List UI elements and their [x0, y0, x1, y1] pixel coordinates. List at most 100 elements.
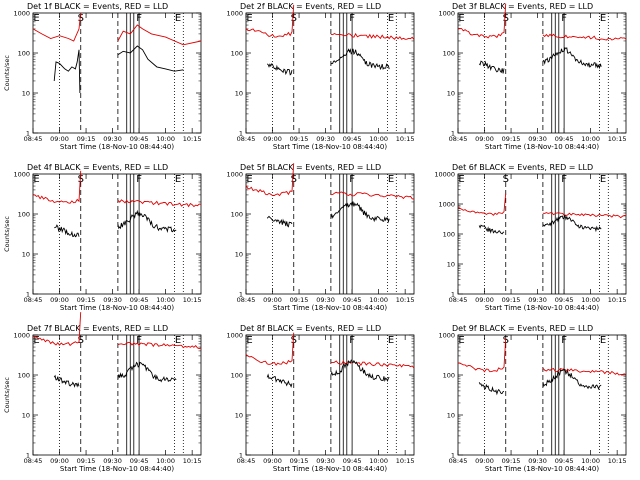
- y-tick-label: 10: [22, 412, 30, 420]
- x-tick-label: 09:00: [475, 296, 494, 304]
- lld-series-line: [542, 33, 627, 41]
- x-tick-label: 09:45: [555, 457, 574, 465]
- x-tick-label: 10:15: [396, 135, 415, 143]
- x-axis-label: Start Time (18-Nov-10 08:44:40): [485, 465, 599, 473]
- x-tick-label: 09:45: [130, 296, 149, 304]
- interval-marker-label: E: [175, 13, 181, 24]
- detector-panel-4f: Det 4f BLACK = Events, RED = LLD 1 10 100 10…: [3, 163, 202, 312]
- plot-frame: [457, 173, 627, 295]
- x-tick-label: 09:00: [475, 457, 494, 465]
- y-tick-label: 100: [443, 372, 455, 380]
- plot-frame: [245, 334, 415, 456]
- interval-marker-label: S: [78, 13, 84, 24]
- interval-marker-label: F: [349, 174, 355, 185]
- x-tick-label: 09:15: [77, 296, 96, 304]
- interval-marker-label: E: [175, 174, 181, 185]
- plot-frame: [245, 12, 415, 134]
- x-tick-label: 09:15: [290, 296, 309, 304]
- y-tick-label: 1: [451, 452, 455, 460]
- interval-marker-label: S: [78, 335, 84, 346]
- x-tick-label: 10:15: [183, 135, 202, 143]
- interval-marker-label: E: [388, 335, 394, 346]
- x-tick-label: 09:45: [555, 296, 574, 304]
- lld-series-line: [32, 312, 82, 347]
- x-tick-label: 10:15: [183, 296, 202, 304]
- lld-series-line: [117, 199, 202, 208]
- x-tick-label: 09:45: [343, 296, 362, 304]
- x-axis-label: Start Time (18-Nov-10 08:44:40): [273, 465, 387, 473]
- x-tick-label: 10:15: [183, 457, 202, 465]
- plot-frame: [32, 173, 202, 295]
- interval-marker-label: E: [600, 335, 606, 346]
- x-axis-label: Start Time (18-Nov-10 08:44:40): [273, 304, 387, 312]
- events-series-line: [54, 224, 80, 238]
- x-tick-label: 10:00: [581, 296, 600, 304]
- x-tick-label: 10:00: [369, 135, 388, 143]
- y-tick-label: 10: [22, 90, 30, 98]
- interval-marker-label: F: [561, 13, 567, 24]
- interval-marker-label: S: [503, 174, 509, 185]
- panel-title: Det 3f BLACK = Events, RED = LLD: [452, 2, 593, 11]
- y-tick-label: 1000: [13, 171, 30, 179]
- x-tick-label: 09:15: [502, 457, 521, 465]
- y-tick-label: 100: [18, 372, 30, 380]
- y-tick-label: 1: [26, 130, 30, 138]
- events-series-line: [330, 201, 390, 224]
- x-tick-label: 09:00: [263, 135, 282, 143]
- x-tick-label: 08:45: [237, 457, 256, 465]
- y-tick-label: 10: [447, 261, 455, 269]
- interval-marker-label: E: [388, 174, 394, 185]
- x-tick-label: 09:00: [50, 135, 69, 143]
- y-tick-label: 100: [443, 231, 455, 239]
- plot-frame: [32, 334, 202, 456]
- y-tick-label: 10: [447, 412, 455, 420]
- panel-title: Det 7f BLACK = Events, RED = LLD: [27, 324, 168, 333]
- interval-marker-label: F: [349, 335, 355, 346]
- y-tick-label: 1: [239, 130, 243, 138]
- x-tick-label: 10:00: [156, 135, 175, 143]
- x-tick-label: 09:15: [290, 135, 309, 143]
- y-tick-label: 10: [235, 90, 243, 98]
- x-tick-label: 09:15: [502, 135, 521, 143]
- panel-title: Det 2f BLACK = Events, RED = LLD: [240, 2, 381, 11]
- y-tick-label: 1000: [226, 332, 243, 340]
- x-tick-label: 09:30: [528, 457, 547, 465]
- x-tick-label: 10:15: [608, 457, 627, 465]
- events-series-line: [53, 49, 81, 94]
- x-tick-label: 08:45: [24, 135, 43, 143]
- x-tick-label: 09:45: [555, 135, 574, 143]
- x-tick-label: 09:30: [316, 296, 335, 304]
- detector-panel-1f: Det 1f BLACK = Events, RED = LLD 1 10 100 10…: [3, 2, 202, 151]
- detector-panel-3f: Det 3f BLACK = Events, RED = LLD 1 10 100 10…: [438, 2, 626, 151]
- y-tick-label: 1: [451, 291, 455, 299]
- y-tick-label: 1000: [226, 171, 243, 179]
- interval-marker-label: E: [600, 13, 606, 24]
- plot-frame: [457, 334, 627, 456]
- interval-marker-label: F: [561, 174, 567, 185]
- lld-series-line: [330, 32, 415, 40]
- x-tick-label: 09:30: [528, 135, 547, 143]
- x-tick-label: 09:00: [50, 457, 69, 465]
- panel-title: Det 6f BLACK = Events, RED = LLD: [452, 163, 593, 172]
- interval-marker-label: E: [246, 174, 252, 185]
- y-axis-label: Counts/sec: [3, 55, 11, 91]
- x-tick-label: 09:00: [263, 457, 282, 465]
- y-tick-label: 10: [447, 90, 455, 98]
- interval-marker-label: F: [136, 335, 142, 346]
- x-tick-label: 10:00: [369, 296, 388, 304]
- x-tick-label: 10:15: [608, 135, 627, 143]
- y-tick-label: 1000: [438, 10, 455, 18]
- lld-series-line: [32, 12, 82, 42]
- y-tick-label: 1000: [226, 10, 243, 18]
- x-tick-label: 09:00: [475, 135, 494, 143]
- panel-title: Det 5f BLACK = Events, RED = LLD: [240, 163, 381, 172]
- panel-title: Det 1f BLACK = Events, RED = LLD: [27, 2, 168, 11]
- interval-marker-label: S: [291, 174, 297, 185]
- x-axis-label: Start Time (18-Nov-10 08:44:40): [60, 304, 174, 312]
- y-tick-label: 1000: [438, 201, 455, 209]
- events-series-line: [542, 368, 602, 391]
- detector-panel-8f: Det 8f BLACK = Events, RED = LLD 1 10 100 10…: [226, 324, 414, 473]
- y-tick-label: 100: [18, 211, 30, 219]
- lld-series-line: [457, 193, 507, 216]
- events-series-line: [478, 224, 505, 235]
